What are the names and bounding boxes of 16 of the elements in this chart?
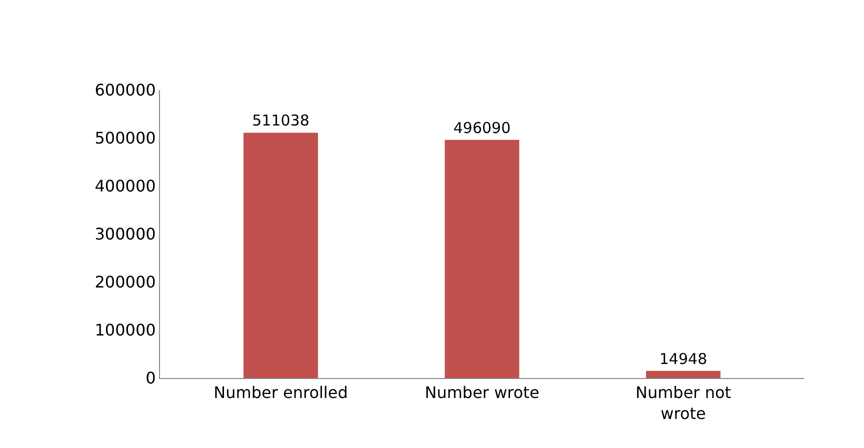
y-tick-label: 400000 — [94, 176, 156, 196]
data-label: 14948 — [659, 350, 708, 368]
x-tick-label: Number wrote — [424, 383, 540, 402]
bar — [646, 370, 720, 378]
x-tick-label: Number enrolled — [214, 383, 348, 402]
bar — [244, 132, 318, 378]
x-tick-label: Number not wrote — [635, 383, 732, 423]
y-tick-label: 500000 — [94, 128, 156, 148]
y-tick-label: 0 — [146, 368, 156, 388]
y-tick-label: 600000 — [94, 80, 156, 100]
y-tick-label: 100000 — [94, 320, 156, 340]
y-tick-label: 300000 — [94, 224, 156, 244]
y-tick-label: 200000 — [94, 272, 156, 292]
data-label: 511038 — [252, 112, 310, 130]
bar — [444, 140, 520, 378]
data-label: 496090 — [453, 118, 511, 137]
